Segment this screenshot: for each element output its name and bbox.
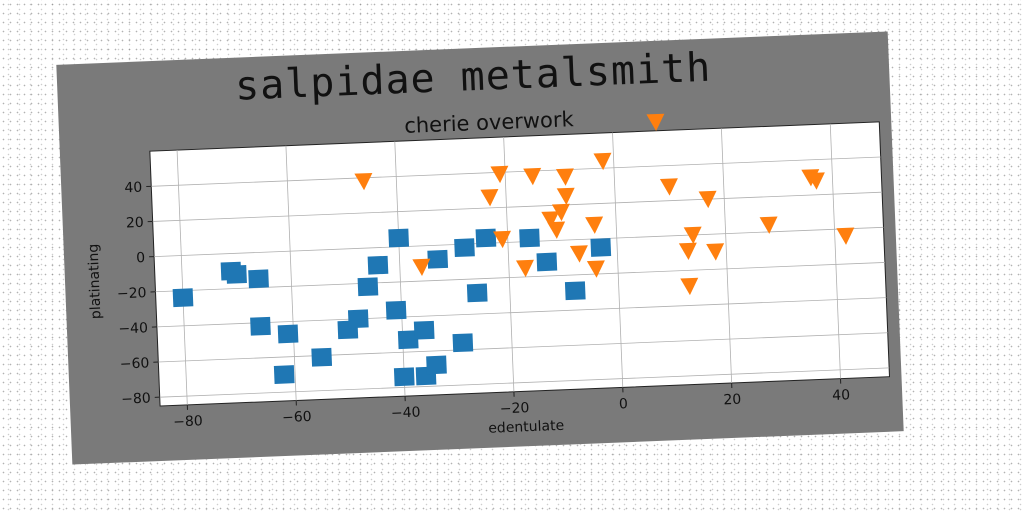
y-grid-line xyxy=(151,156,881,187)
scatter-point-square xyxy=(226,265,247,284)
scatter-point-triangle xyxy=(678,242,697,260)
scatter-point-triangle xyxy=(836,227,855,245)
x-grid-line xyxy=(721,128,733,384)
scatter-point-triangle xyxy=(412,258,431,276)
x-grid-line xyxy=(829,123,841,379)
chart-title: cherie overwork xyxy=(404,107,575,138)
x-tick-label: 20 xyxy=(723,392,741,409)
scatter-point-square xyxy=(452,333,474,353)
scatter-point-triangle xyxy=(759,216,778,234)
scatter-point-triangle xyxy=(593,152,612,171)
scatter-point-triangle xyxy=(493,230,511,249)
scatter-point-triangle xyxy=(698,190,717,209)
scatter-point-square xyxy=(357,277,379,297)
x-tick-label: 40 xyxy=(832,387,850,404)
scatter-point-square xyxy=(248,269,269,289)
x-tick-label: −40 xyxy=(391,405,421,422)
scatter-point-square xyxy=(426,355,447,375)
scatter-point-square xyxy=(466,283,488,303)
x-grid-line xyxy=(612,132,624,388)
x-grid-line xyxy=(176,150,188,405)
scatter-point-square xyxy=(475,228,497,248)
scatter-point-triangle xyxy=(555,168,574,186)
scatter-point-square xyxy=(427,249,449,269)
scatter-point-triangle xyxy=(586,260,605,278)
scatter-point-triangle xyxy=(547,221,566,239)
x-tick-label: −60 xyxy=(282,409,312,426)
scatter-point-square xyxy=(347,309,369,329)
scatter-point-square xyxy=(367,255,389,275)
scatter-point-triangle xyxy=(659,178,678,196)
scatter-point-triangle xyxy=(683,226,702,244)
scatter-point-square xyxy=(413,320,435,340)
x-tick-label: 0 xyxy=(619,396,629,412)
scatter-point-triangle xyxy=(551,203,570,222)
y-axis-label: platinating xyxy=(86,244,105,320)
y-grid-line xyxy=(154,226,884,258)
scatter-point-square xyxy=(536,252,558,272)
scatter-point-square xyxy=(172,288,194,308)
y-tick-label: −60 xyxy=(120,355,150,372)
x-tick-label: −80 xyxy=(173,413,203,430)
y-tick-label: −80 xyxy=(121,391,151,408)
scatter-point-square xyxy=(564,281,586,301)
scatter-point-triangle xyxy=(585,216,604,234)
y-tick-label: 0 xyxy=(136,250,146,266)
scatter-point-square xyxy=(397,330,419,350)
y-tick-label: −40 xyxy=(118,320,148,337)
scatter-point-triangle xyxy=(515,259,534,278)
scatter-point-square xyxy=(454,238,475,258)
scatter-point-square xyxy=(250,316,271,336)
x-grid-line xyxy=(285,145,297,401)
scatter-point-triangle xyxy=(556,187,575,206)
scatter-point-square xyxy=(393,367,415,387)
x-grid-line xyxy=(503,136,515,392)
y-grid-line xyxy=(159,367,890,398)
scatter-point-triangle xyxy=(490,165,509,184)
scatter-point-square xyxy=(311,347,333,367)
scatter-point-square xyxy=(385,300,407,320)
scatter-point-triangle xyxy=(480,189,499,207)
grid-lines xyxy=(151,123,890,405)
scatter-point-triangle xyxy=(541,211,560,229)
x-axis-label: edentulate xyxy=(488,418,565,437)
scatter-point-triangle xyxy=(646,113,665,132)
x-grid-line xyxy=(394,141,406,397)
y-tick-label: 20 xyxy=(126,215,144,232)
scatter-point-triangle xyxy=(354,172,373,191)
x-tick-label: −20 xyxy=(500,400,530,417)
data-points xyxy=(172,113,855,387)
axis-ticks: −80 −60 −40 −20 0 20 40 −80 −60 −40 −20 0 20 40 xyxy=(117,180,851,431)
scatter-point-triangle xyxy=(569,245,588,263)
chart-card: salpidae metalsmith cherie overwork −80−… xyxy=(56,31,904,465)
scatter-point-square xyxy=(590,238,612,257)
y-grid-line xyxy=(158,332,888,363)
scatter-point-triangle xyxy=(806,172,825,190)
y-grid-line xyxy=(156,297,887,328)
scatter-point-triangle xyxy=(680,277,699,296)
scatter-point-square xyxy=(277,324,299,344)
y-grid-line xyxy=(155,262,885,293)
scatter-point-triangle xyxy=(523,167,542,186)
y-tick-label: −20 xyxy=(117,285,147,302)
y-grid-line xyxy=(152,191,883,222)
scatter-point-triangle xyxy=(706,243,725,261)
y-tick-label: 40 xyxy=(124,180,142,197)
scatter-point-square xyxy=(273,365,295,384)
scatter-point-square xyxy=(519,228,540,248)
chart-svg: cherie overwork −80 −60 −40 −20 0 20 40−80−60−… xyxy=(86,107,891,437)
scatter-point-square xyxy=(388,228,410,248)
